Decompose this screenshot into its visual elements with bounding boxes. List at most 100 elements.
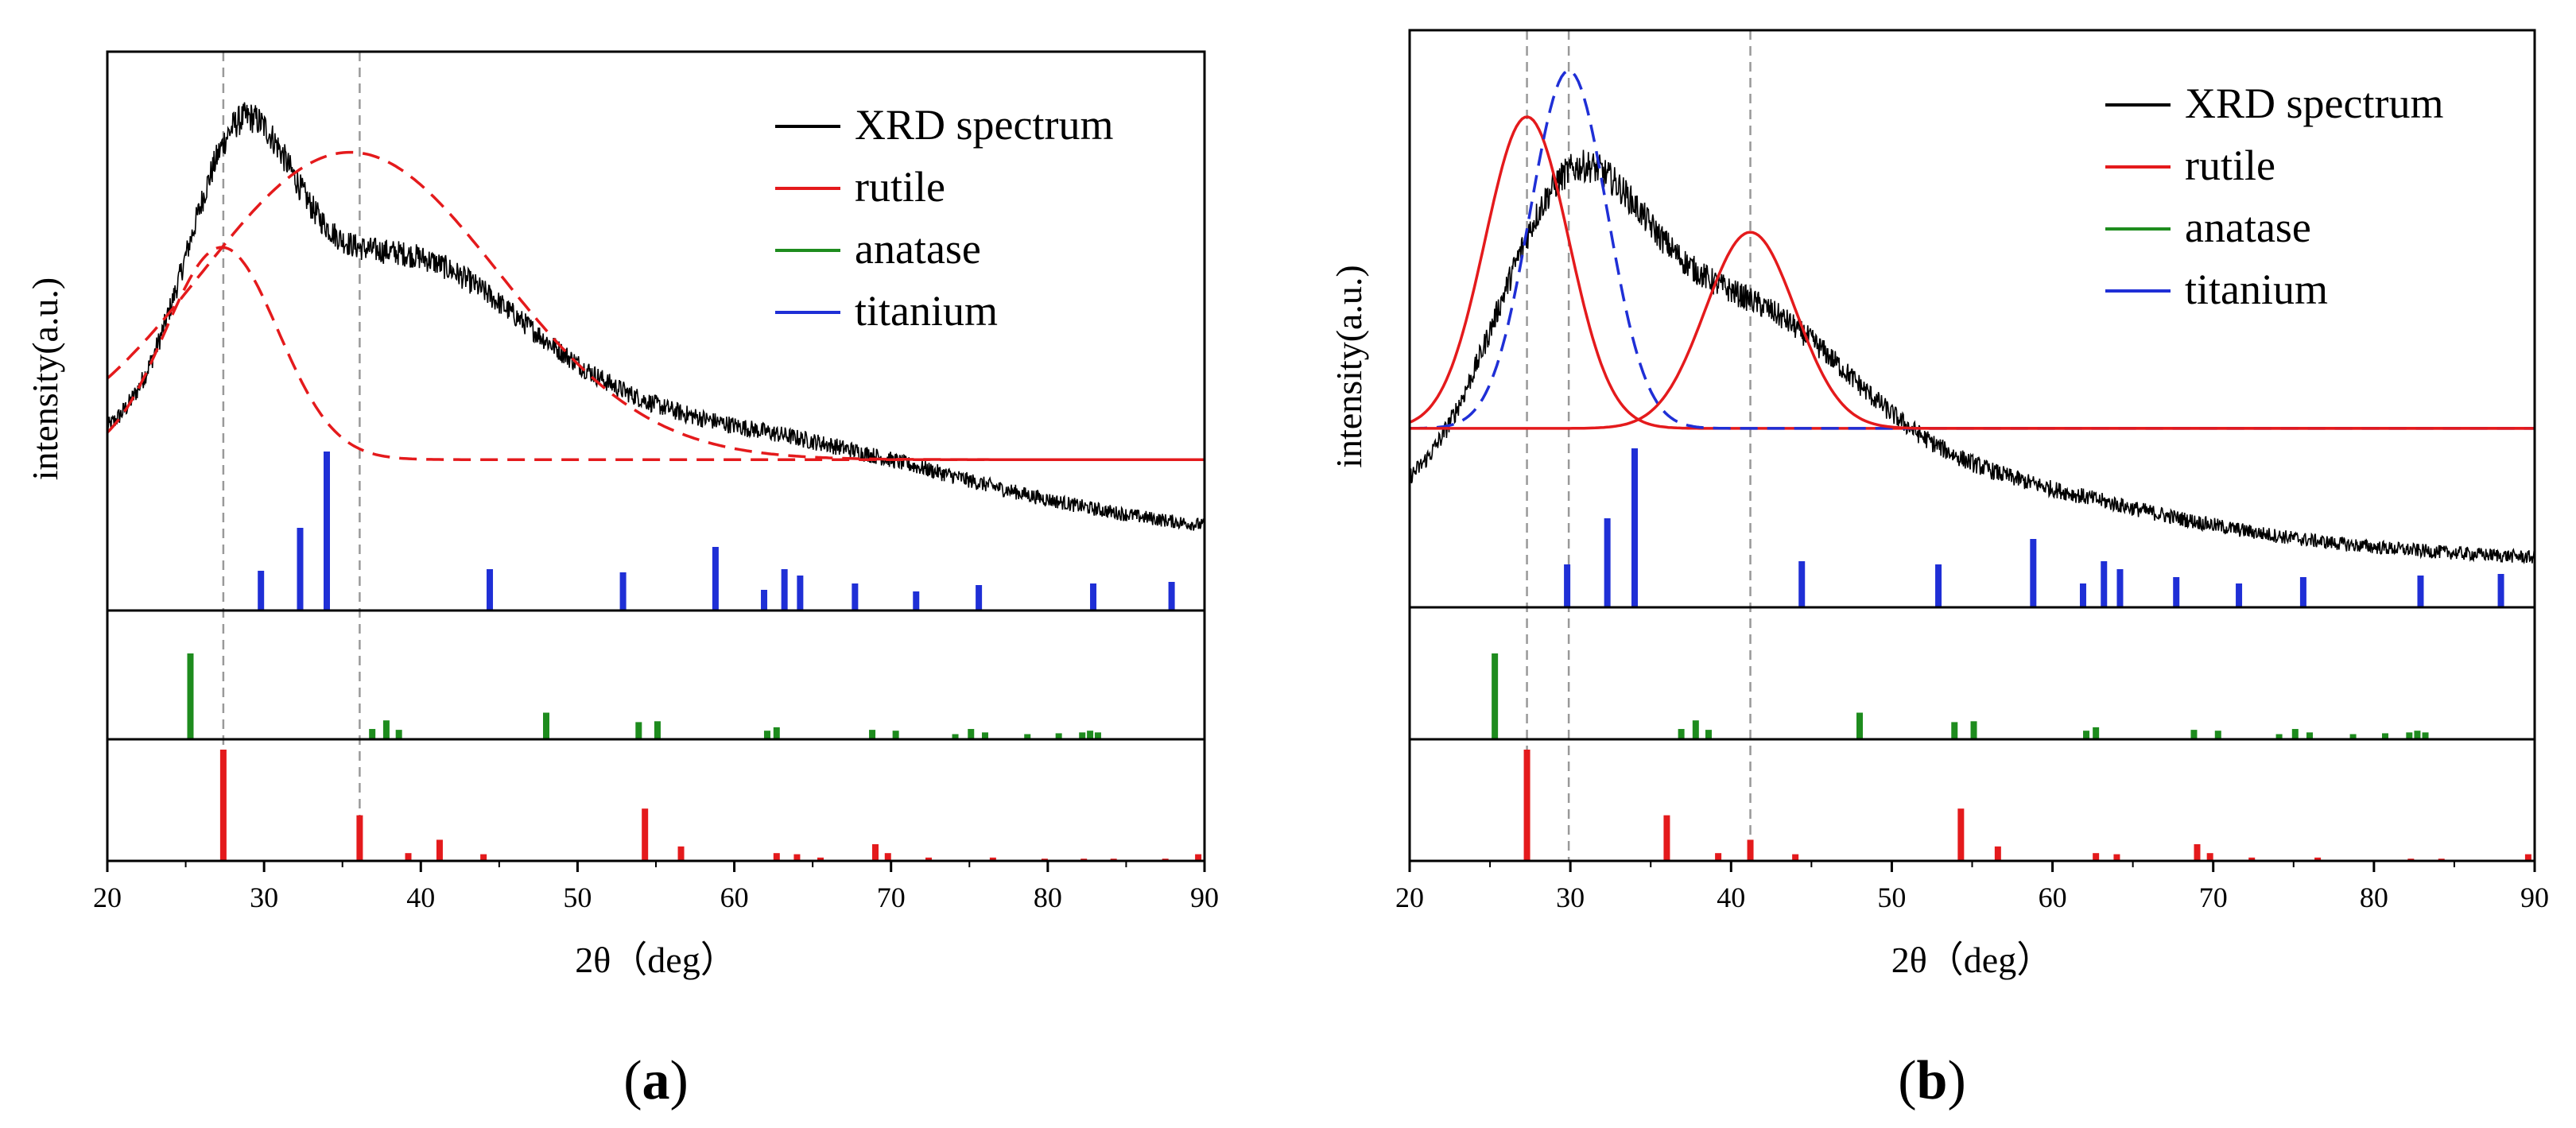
x-tick-label: 70 bbox=[2199, 882, 2228, 913]
titanium-stick bbox=[1631, 448, 1638, 607]
rutile-stick bbox=[356, 815, 363, 861]
anatase-stick bbox=[2414, 731, 2421, 739]
anatase-stick bbox=[2306, 732, 2313, 739]
titanium-stick bbox=[1090, 583, 1097, 611]
rutile-stick bbox=[1715, 853, 1722, 861]
x-tick-label: 50 bbox=[1877, 882, 1906, 913]
legend-label: XRD spectrum bbox=[855, 101, 1113, 149]
rutile-stick bbox=[989, 857, 996, 861]
titanium-stick bbox=[1798, 561, 1806, 607]
x-axis-label: 2θ（deg） bbox=[1891, 940, 2053, 980]
y-axis-label: intensity(a.u.) bbox=[25, 277, 65, 481]
legend-label: titanium bbox=[2185, 266, 2328, 313]
x-tick-label: 80 bbox=[2360, 882, 2388, 913]
anatase-stick bbox=[1951, 722, 1958, 739]
titanium-stick bbox=[761, 590, 768, 611]
x-tick-label: 40 bbox=[406, 882, 435, 913]
anatase-stick bbox=[1678, 729, 1685, 739]
fit-curve-3 bbox=[1410, 231, 2535, 430]
rutile-stick bbox=[2524, 854, 2531, 861]
titanium-stick bbox=[712, 547, 719, 611]
legend-label: titanium bbox=[855, 287, 998, 335]
fit-curve-1 bbox=[1410, 115, 2535, 430]
x-tick-label: 50 bbox=[563, 882, 592, 913]
anatase-stick bbox=[1705, 730, 1712, 739]
titanium-stick bbox=[2030, 539, 2037, 607]
rutile-stick bbox=[480, 854, 487, 861]
anatase-stick bbox=[2275, 734, 2283, 739]
rutile-stick bbox=[773, 853, 780, 861]
panel-a: 20 30 40 50 60 70 80 90 2θ（deg） intensity(a.u.) XR… bbox=[25, 50, 1219, 1111]
titanium-stick bbox=[324, 452, 330, 611]
anatase-stick bbox=[1055, 733, 1062, 739]
anatase-stick bbox=[2214, 731, 2221, 739]
titanium-stick bbox=[619, 572, 627, 611]
x-tick-label: 30 bbox=[1556, 882, 1585, 913]
rutile-stick bbox=[2113, 854, 2120, 861]
panel-label: (b) bbox=[1898, 1050, 1966, 1111]
titanium-stick bbox=[487, 569, 494, 611]
anatase-stick bbox=[395, 730, 402, 739]
xrd-spectrum-line bbox=[1410, 149, 2535, 564]
titanium-stick bbox=[258, 571, 265, 611]
titanium-stick bbox=[797, 576, 804, 611]
anatase-stick bbox=[1024, 734, 1031, 739]
anatase-stick bbox=[869, 730, 876, 739]
rutile-stick bbox=[1195, 854, 1202, 861]
y-axis-label: intensity(a.u.) bbox=[1329, 265, 1369, 468]
x-tick-label: 30 bbox=[250, 882, 278, 913]
x-tick-label: 70 bbox=[877, 882, 906, 913]
titanium-stick bbox=[976, 585, 983, 611]
rutile-stick bbox=[2248, 857, 2256, 861]
anatase-stick bbox=[773, 727, 780, 739]
rutile-stick bbox=[793, 854, 801, 861]
anatase-stick bbox=[635, 722, 642, 739]
legend-label: anatase bbox=[855, 225, 981, 273]
anatase-stick bbox=[2382, 733, 2389, 739]
rutile-stick bbox=[1523, 750, 1530, 861]
legend: XRD spectrum rutile anatase titanium bbox=[2105, 79, 2443, 313]
titanium-stick bbox=[1935, 564, 1942, 607]
rutile-stick bbox=[405, 853, 412, 861]
anatase-stick bbox=[1087, 731, 1094, 739]
rutile-stick bbox=[2314, 857, 2322, 861]
x-tick-label: 60 bbox=[720, 882, 749, 913]
legend-label: rutile bbox=[855, 163, 945, 211]
anatase-stick bbox=[654, 721, 661, 739]
rutile-stick bbox=[1792, 854, 1799, 861]
anatase-stick bbox=[982, 732, 988, 739]
anatase-stick bbox=[2190, 730, 2198, 739]
rutile-stick bbox=[2194, 844, 2201, 861]
xrd-spectrum-line bbox=[107, 102, 1205, 531]
x-tick-label: 20 bbox=[93, 882, 122, 913]
anatase-stick bbox=[1492, 653, 1499, 739]
x-tick-label: 90 bbox=[1190, 882, 1219, 913]
panel-label: (a) bbox=[623, 1050, 689, 1111]
anatase-stick bbox=[1692, 720, 1699, 739]
titanium-stick bbox=[1168, 582, 1175, 611]
anatase-stick bbox=[369, 729, 376, 739]
titanium-stick bbox=[2497, 574, 2504, 607]
fit-curve-2 bbox=[107, 150, 1205, 461]
anatase-stick bbox=[1094, 732, 1101, 739]
rutile-stick bbox=[436, 839, 443, 861]
anatase-stick bbox=[968, 729, 975, 739]
rutile-stick bbox=[642, 808, 649, 861]
titanium-stick bbox=[2417, 576, 2424, 607]
titanium-stick bbox=[2173, 577, 2180, 607]
anatase-stick bbox=[1970, 721, 1977, 739]
titanium-stick bbox=[2101, 561, 2108, 607]
anatase-stick bbox=[892, 731, 899, 739]
titanium-stick bbox=[2299, 577, 2306, 607]
rutile-stick bbox=[884, 853, 891, 861]
titanium-stick bbox=[1564, 564, 1571, 607]
anatase-stick bbox=[2093, 727, 2100, 739]
anatase-stick bbox=[1856, 712, 1863, 739]
anatase-stick bbox=[382, 720, 390, 739]
anatase-stick bbox=[763, 731, 770, 739]
anatase-stick bbox=[543, 712, 549, 739]
rutile-stick bbox=[1994, 846, 2001, 861]
rutile-stick bbox=[1957, 808, 1965, 861]
rutile-stick bbox=[1747, 839, 1754, 861]
